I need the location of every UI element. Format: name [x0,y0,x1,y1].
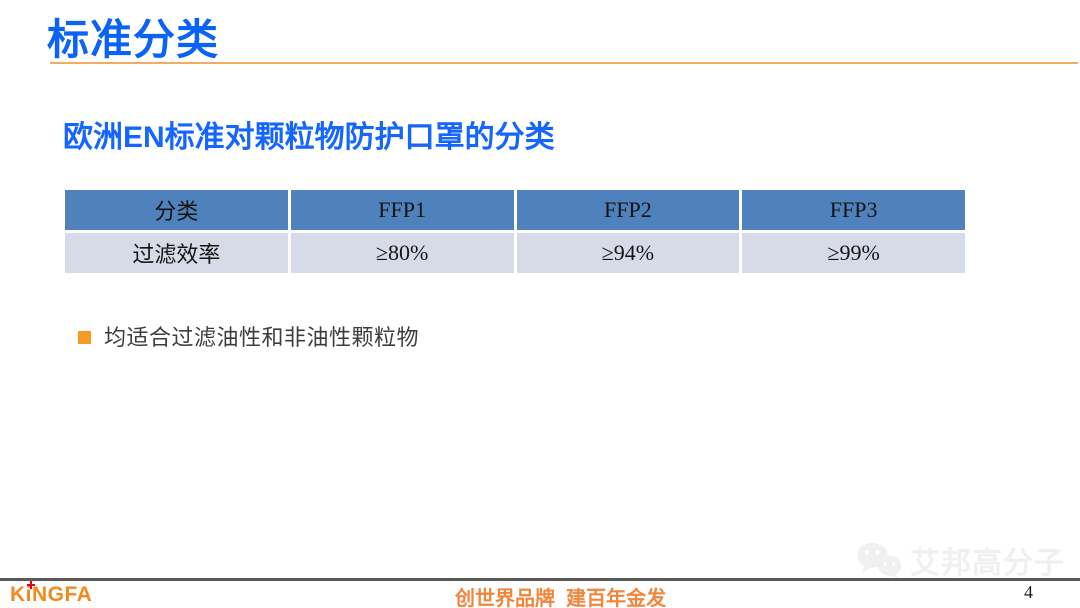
table-header-cell: FFP2 [516,190,740,230]
watermark: 艾邦高分子 [856,538,1065,582]
title-divider-line [50,62,1078,64]
watermark-text: 艾邦高分子 [910,547,1065,580]
bullet-text: 均适合过滤油性和非油性颗粒物 [104,325,420,350]
table-cell: ≥80% [290,233,514,273]
table-header-cell: FFP1 [290,190,514,230]
table-cell: ≥94% [516,233,740,273]
table-cell: ≥99% [742,233,965,273]
section-heading: 欧洲EN标准对颗粒物防护口罩的分类 [63,121,555,154]
page-number: 4 [1024,582,1033,602]
bullet-item: 均适合过滤油性和非油性颗粒物 [78,320,419,352]
wechat-chat-bubbles-icon [856,541,902,579]
logo-red-cross-icon [27,581,35,589]
table-header-cell: FFP3 [742,190,965,230]
kingfa-logo-text: KiNGFA [10,583,93,606]
footer-divider-line [0,578,1080,581]
footer-slogan: 创世界品牌 建百年金发 [455,588,667,608]
kingfa-logo: KiNGFA [10,581,93,607]
ffp-classification-table: 分类 FFP1 FFP2 FFP3 过滤效率 ≥80% ≥94% ≥99% [65,190,965,273]
table-cell: 过滤效率 [65,233,288,273]
bullet-square-icon [78,330,91,344]
slide-title: 标准分类 [47,16,220,63]
table-header-cell: 分类 [65,190,288,230]
